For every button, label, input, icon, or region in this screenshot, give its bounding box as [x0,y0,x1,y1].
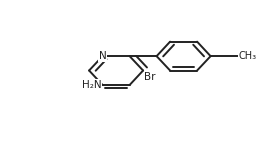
Text: N: N [99,51,106,61]
Text: Br: Br [144,72,156,82]
Text: H₂N: H₂N [82,80,101,90]
Text: CH₃: CH₃ [239,51,257,61]
